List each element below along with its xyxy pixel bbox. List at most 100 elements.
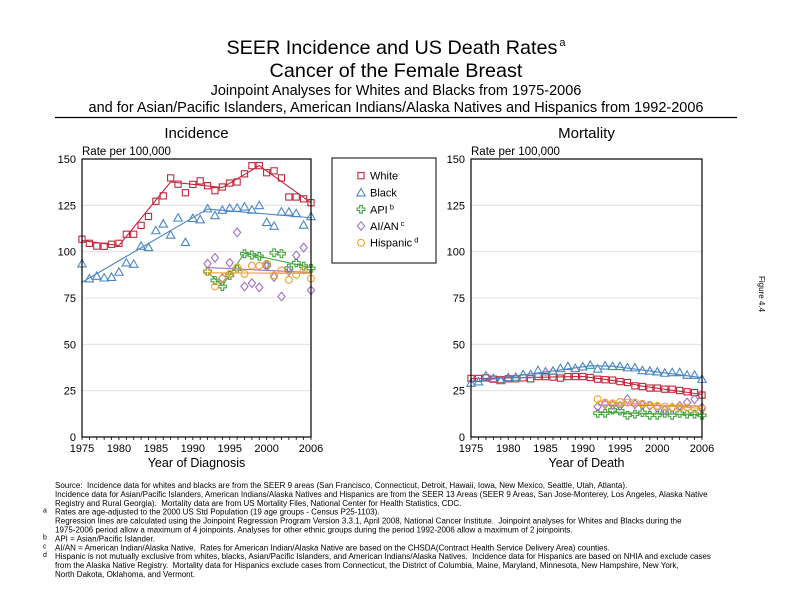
- data-point-hispanic: [593, 395, 602, 404]
- data-point-ai-an: [232, 227, 242, 238]
- data-point-black: [99, 272, 110, 282]
- x-tick-label: 1995: [217, 443, 241, 455]
- data-point-api: [623, 410, 632, 420]
- legend-footnote-marker: d: [414, 236, 418, 245]
- data-point-white: [683, 388, 691, 396]
- data-point-hispanic: [211, 282, 219, 291]
- figure-description-line-2: and for Asian/Pacific Islanders, America…: [89, 100, 704, 116]
- data-point-white: [174, 180, 182, 188]
- data-point-black: [150, 225, 162, 235]
- data-point-white: [292, 193, 300, 201]
- data-point-black: [659, 367, 670, 377]
- x-tick-label: 1995: [608, 443, 632, 455]
- data-point-api: [240, 249, 249, 259]
- legend-item-black: Black: [355, 187, 397, 200]
- data-point-white: [166, 174, 175, 182]
- data-point-black: [172, 212, 184, 222]
- data-point-black: [599, 360, 611, 370]
- data-point-white: [248, 162, 256, 170]
- data-point-black: [674, 367, 685, 377]
- data-point-white: [263, 169, 271, 177]
- data-point-hispanic: [630, 398, 639, 407]
- circle-marker-icon: [357, 238, 365, 247]
- data-point-api: [690, 409, 699, 419]
- data-point-black: [532, 365, 544, 375]
- legend-label-text: White: [370, 171, 398, 183]
- data-point-hispanic: [623, 398, 632, 407]
- data-point-ai-an: [210, 252, 220, 263]
- data-point-black: [480, 370, 492, 380]
- data-point-api: [645, 410, 655, 420]
- data-point-hispanic: [218, 274, 227, 283]
- data-point-api: [284, 263, 294, 273]
- x-tick-label: 1975: [70, 443, 94, 455]
- data-point-white: [579, 372, 587, 381]
- data-point-hispanic: [262, 259, 271, 268]
- data-point-black: [667, 367, 678, 377]
- legend-label-text: AI/AN: [370, 221, 399, 233]
- data-point-black: [518, 369, 529, 379]
- footnote-marker: a: [43, 508, 47, 515]
- y-tick-label: 100: [447, 247, 465, 259]
- data-point-black: [165, 229, 176, 239]
- x-axis-title: Year of Death: [549, 456, 625, 470]
- data-point-api: [269, 248, 279, 258]
- data-point-white: [211, 187, 219, 195]
- footnote-line: Rates are age-adjusted to the 2000 US St…: [55, 508, 380, 517]
- data-point-ai-an: [277, 291, 286, 302]
- data-point-black: [143, 242, 154, 252]
- data-point-black: [592, 363, 603, 373]
- data-point-black: [254, 200, 265, 210]
- plot-frame: [470, 158, 703, 438]
- data-point-black: [91, 270, 102, 280]
- data-point-ai-an: [254, 282, 264, 293]
- y-tick-label: 125: [447, 200, 465, 212]
- data-point-black: [135, 240, 147, 250]
- triangle-marker-icon: [355, 187, 367, 197]
- data-point-black: [121, 257, 132, 267]
- footnote-marker: b: [43, 534, 47, 541]
- square-marker-icon: [357, 172, 365, 180]
- data-point-black: [224, 202, 235, 213]
- data-point-white: [534, 372, 542, 381]
- series-api: [203, 248, 316, 291]
- legend-box: [331, 157, 437, 264]
- data-point-white: [130, 230, 138, 238]
- footnote-line: AI/AN = American Indian/Alaska Native. R…: [55, 543, 610, 552]
- data-point-white: [152, 197, 160, 205]
- data-point-hispanic: [653, 401, 662, 410]
- circle-marker-icon: [357, 238, 365, 247]
- data-point-black: [637, 365, 648, 375]
- data-point-black: [503, 372, 514, 382]
- data-point-black: [473, 376, 484, 386]
- plot-frame: [81, 158, 312, 438]
- data-point-black: [585, 359, 596, 369]
- y-tick-label: 75: [453, 293, 465, 305]
- series-hispanic: [203, 259, 315, 291]
- data-point-white: [631, 382, 639, 390]
- data-point-black: [209, 210, 221, 220]
- data-point-black: [128, 258, 139, 268]
- data-point-api: [615, 406, 625, 416]
- y-axis-label: Rate per 100,000: [82, 146, 171, 158]
- data-point-hispanic: [683, 403, 692, 412]
- data-point-white: [638, 382, 647, 391]
- data-point-white: [270, 167, 278, 175]
- data-point-black: [113, 266, 125, 276]
- legend-label: AI/AN c: [370, 219, 405, 233]
- data-point-ai-an: [600, 399, 610, 410]
- legend-footnote-marker: b: [390, 202, 394, 211]
- data-point-white: [100, 242, 108, 250]
- data-point-api: [675, 408, 685, 418]
- data-point-black: [195, 214, 206, 224]
- data-point-white: [661, 385, 669, 393]
- data-point-black: [187, 212, 198, 223]
- series-white: [78, 162, 315, 250]
- data-point-black: [84, 273, 95, 283]
- x-tick-label: 1990: [571, 443, 595, 455]
- data-point-white: [93, 242, 101, 250]
- data-point-white: [675, 386, 684, 395]
- trend-line-white: [81, 165, 312, 247]
- data-point-black: [607, 361, 618, 371]
